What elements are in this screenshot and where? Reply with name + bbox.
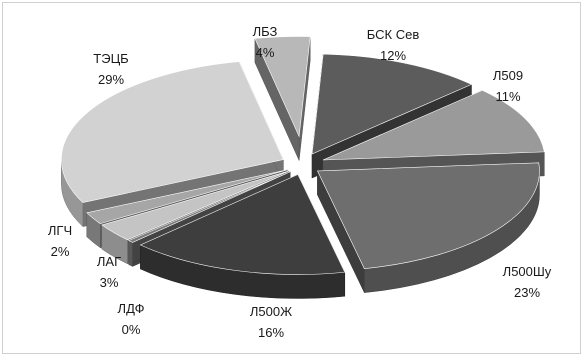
slice-tops: [61, 36, 545, 275]
slice-label-percent-7: 29%: [98, 72, 124, 87]
slice-label-name-6: ЛГЧ: [48, 223, 72, 238]
slice-label-percent-2: 23%: [514, 285, 540, 300]
slice-2-top: [316, 162, 540, 269]
slice-label-name-4: ЛДФ: [118, 301, 145, 316]
slice-4-top: [128, 171, 291, 243]
slice-label-percent-3: 16%: [258, 325, 284, 340]
slice-label-name-1: Л509: [493, 68, 523, 83]
slice-label-percent-1: 11%: [495, 89, 520, 104]
slice-label-name-5: ЛАГ: [97, 254, 121, 269]
slice-label-name-3: Л500Ж: [250, 304, 292, 319]
slice-4-rim: [128, 240, 133, 267]
chart-frame: БСК Сев 12% Л509 11% Л500Шу 23% Л500Ж 16% ЛДФ 0% Л…: [2, 2, 581, 354]
slice-label-name-0: БСК Сев: [367, 27, 420, 42]
pie-chart: БСК Сев 12% Л509 11% Л500Шу 23% Л500Ж 16% ЛДФ 0% Л…: [48, 24, 552, 340]
slice-label-percent-5: 3%: [100, 275, 119, 290]
slice-labels: БСК Сев 12% Л509 11% Л500Шу 23% Л500Ж 16% ЛДФ 0% Л…: [48, 24, 552, 340]
slice-label-name-2: Л500Шу: [503, 264, 552, 279]
slice-label-name-8: ЛБЗ: [253, 24, 278, 39]
slice-6-top: [86, 169, 288, 225]
slice-label-percent-0: 12%: [380, 48, 406, 63]
slice-5-top: [101, 170, 289, 241]
slice-label-percent-8: 4%: [256, 45, 275, 60]
slice-0-top: [311, 53, 473, 155]
slice-label-percent-4: 0%: [122, 322, 141, 337]
slice-8-top: [254, 36, 311, 138]
slice-3-top: [139, 174, 346, 275]
slice-1-top: [322, 90, 545, 161]
slice-label-name-7: ТЭЦБ: [93, 51, 128, 66]
slice-label-percent-6: 2%: [51, 244, 70, 259]
slice-7-top: [61, 61, 284, 203]
